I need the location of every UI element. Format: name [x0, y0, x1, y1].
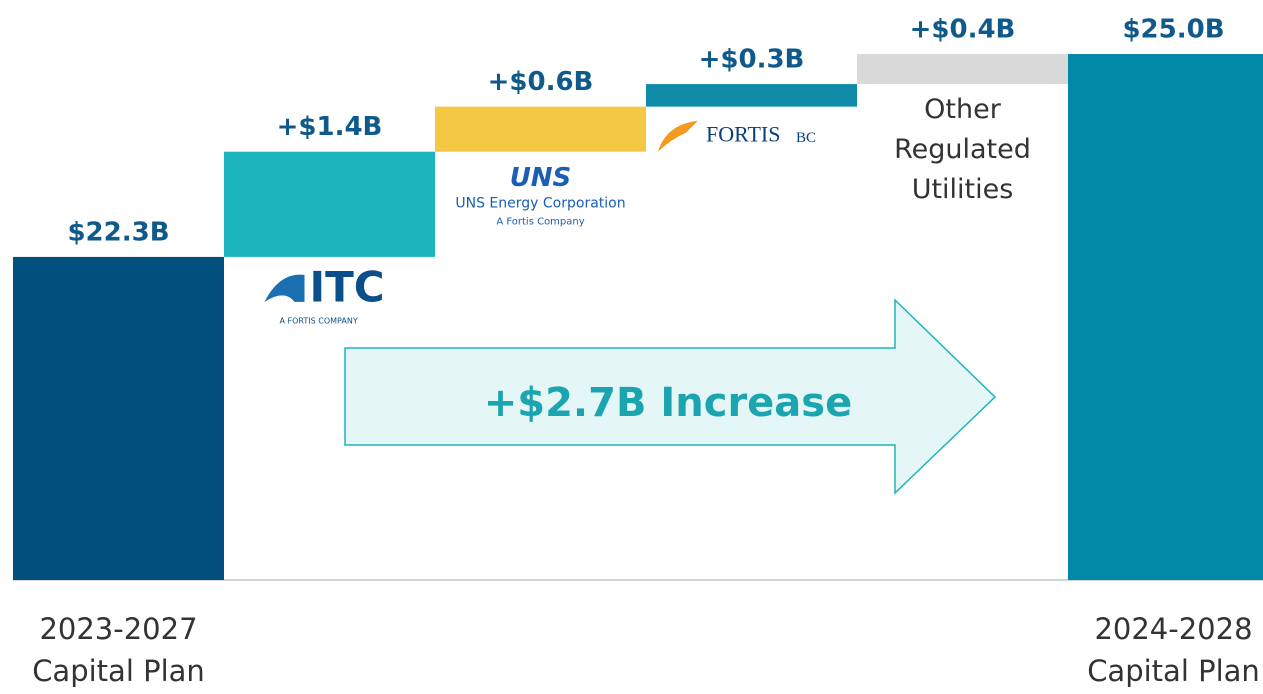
bar	[857, 54, 1068, 85]
value-label: +$0.3B	[699, 45, 805, 75]
logo-icon	[658, 120, 698, 152]
increase-arrow	[344, 298, 997, 495]
value-label: +$0.4B	[910, 15, 1016, 45]
category-label: 2024-2028 Capital Plan	[1087, 612, 1260, 688]
logo-suffix: BC	[796, 130, 816, 146]
bar	[13, 256, 224, 580]
bar	[224, 151, 435, 257]
bar	[435, 106, 646, 152]
logo-note: A FORTIS COMPANY	[280, 316, 358, 325]
category-label: Other Regulated Utilities	[894, 94, 1031, 206]
bar	[646, 84, 857, 107]
value-label: +$1.4B	[277, 112, 383, 142]
logo-text: FORTIS	[706, 122, 780, 147]
logo-swoosh	[264, 274, 305, 302]
bar	[1068, 54, 1263, 581]
value-label: $22.3B	[67, 217, 169, 247]
value-label: +$0.6B	[488, 67, 594, 97]
arrow-label: +$2.7B Increase	[484, 380, 852, 426]
category-label: 2023-2027 Capital Plan	[32, 612, 205, 688]
value-label: $25.0B	[1122, 15, 1224, 45]
logo-line: UNS Energy Corporation	[455, 196, 625, 212]
logo-text: UNS	[510, 163, 572, 193]
logo-line: A Fortis Company	[496, 217, 584, 228]
logo-text: ITC	[310, 262, 385, 311]
